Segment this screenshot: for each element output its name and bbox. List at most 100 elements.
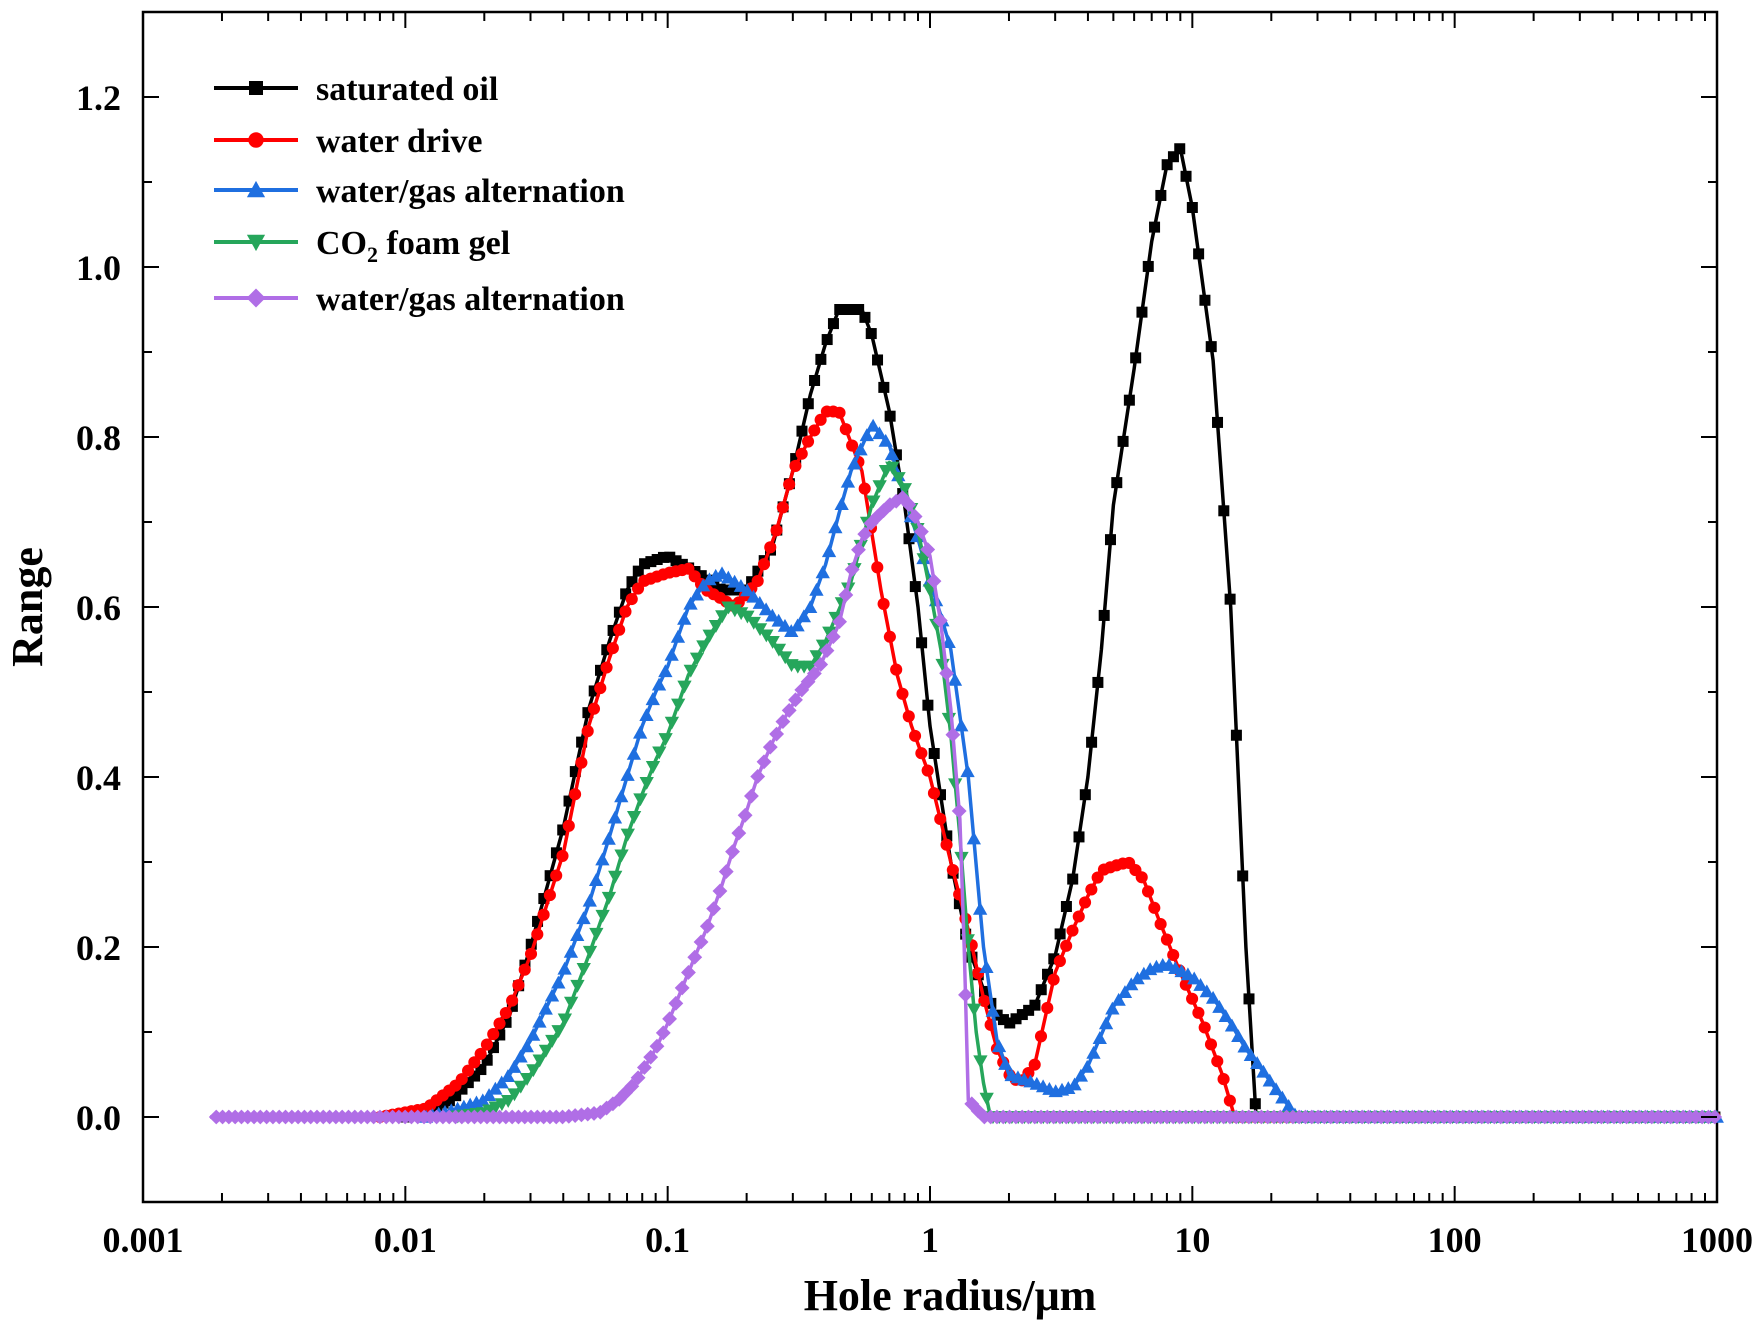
series-3-point <box>859 428 874 442</box>
series-3-point <box>815 565 830 579</box>
series-1-point <box>796 425 808 437</box>
series-4-point <box>519 1072 535 1086</box>
series-3-point <box>771 613 786 627</box>
series-3-point <box>507 1059 522 1073</box>
y-axis-label: Range <box>3 547 52 667</box>
series-2-point <box>751 574 764 588</box>
series-2-point <box>619 605 632 618</box>
series-2-point <box>600 661 613 674</box>
series-5-point <box>939 665 955 681</box>
series-3-point <box>834 497 849 510</box>
series-1-point <box>657 551 669 563</box>
series-5-point <box>706 901 722 917</box>
series-4-point <box>564 996 579 1010</box>
series-2-point <box>934 812 947 826</box>
series-3-point <box>803 600 818 614</box>
series-2-point <box>625 593 638 606</box>
series-5-point <box>838 587 854 603</box>
series-1-point <box>853 304 865 315</box>
series-4-point <box>501 1095 516 1108</box>
series-2-point <box>455 1073 468 1086</box>
legend-item-3: water/gas alternation <box>214 173 625 210</box>
series-4-point <box>872 480 887 494</box>
series-2-point <box>1079 896 1092 909</box>
legend-marker <box>249 81 263 95</box>
series-2-point <box>1041 1001 1054 1015</box>
series-5-point <box>681 965 696 980</box>
series-2-point <box>1034 1030 1048 1043</box>
series-2-point <box>1141 885 1155 898</box>
series-1-point <box>563 795 575 807</box>
legend-marker <box>248 132 264 148</box>
series-4-point <box>608 870 623 884</box>
x-tick-label: 0.1 <box>645 1220 690 1260</box>
series-1-point <box>1205 341 1217 353</box>
series-5-point <box>712 883 728 899</box>
series-1-point <box>790 453 802 465</box>
series-1-point <box>1218 505 1230 517</box>
series-1-point <box>550 847 562 859</box>
series-5-point <box>687 949 703 965</box>
series-1-point <box>846 304 858 315</box>
series-2-point <box>915 747 928 760</box>
series-4-point <box>966 1003 982 1017</box>
y-tick-label: 0.2 <box>76 928 121 968</box>
series-3-point <box>941 635 956 649</box>
series-3-point <box>1061 1081 1076 1095</box>
series-1-point <box>865 328 877 340</box>
series-2-point <box>890 663 903 676</box>
series-2-point <box>801 435 815 448</box>
series-5-point <box>932 613 948 628</box>
series-5-point <box>718 864 734 880</box>
series-1-point <box>1092 676 1104 688</box>
series-3-point <box>532 1014 547 1028</box>
series-1-point <box>639 558 651 570</box>
series-2-point <box>1211 1055 1224 1068</box>
series-4-point <box>557 1013 573 1027</box>
series-3-point <box>557 961 572 975</box>
series-1-point <box>1130 352 1142 364</box>
series-3-point <box>1218 1009 1233 1023</box>
series-3-point <box>1092 1031 1107 1045</box>
series-1-point <box>953 898 965 910</box>
series-2-point <box>581 725 594 738</box>
series-4-point <box>809 650 824 664</box>
series-1-point <box>601 644 613 656</box>
series-2-point <box>587 702 601 715</box>
series-2-point <box>909 729 922 742</box>
series-1-point <box>1048 953 1060 965</box>
series-1-point <box>557 824 569 836</box>
series-2-point <box>537 908 550 921</box>
series-4-point <box>866 495 881 509</box>
series-1-point <box>1180 170 1192 182</box>
series-1-point <box>1230 729 1242 741</box>
series-3-point <box>1199 984 1214 998</box>
series-1-point <box>802 398 814 410</box>
series-2-point <box>1072 910 1085 923</box>
series-2-point <box>487 1028 500 1041</box>
series-4-point <box>513 1080 528 1094</box>
series-3-point <box>1067 1077 1082 1091</box>
legend-marker <box>246 180 266 198</box>
series-1-point <box>1123 394 1135 406</box>
series-2-point <box>1192 1006 1205 1019</box>
series-4-point <box>589 927 604 941</box>
series-4-point <box>570 979 585 993</box>
series-1-point <box>1186 202 1198 213</box>
series-1-point <box>916 637 928 649</box>
series-5-point <box>674 980 690 996</box>
series-1-point <box>752 565 764 577</box>
series-2-point <box>1047 973 1060 986</box>
series-4-point <box>614 849 629 863</box>
series-5-point <box>951 803 967 819</box>
series-2-point <box>462 1064 475 1077</box>
series-1-point <box>620 588 632 600</box>
series-1-point <box>966 951 978 963</box>
series-4-point <box>576 963 591 976</box>
series-2-point <box>474 1047 487 1060</box>
series-4-point <box>897 483 912 496</box>
series-1-point <box>934 789 946 801</box>
series-1-point <box>595 664 607 676</box>
series-1-point <box>538 893 550 905</box>
series-5-point <box>813 657 829 672</box>
